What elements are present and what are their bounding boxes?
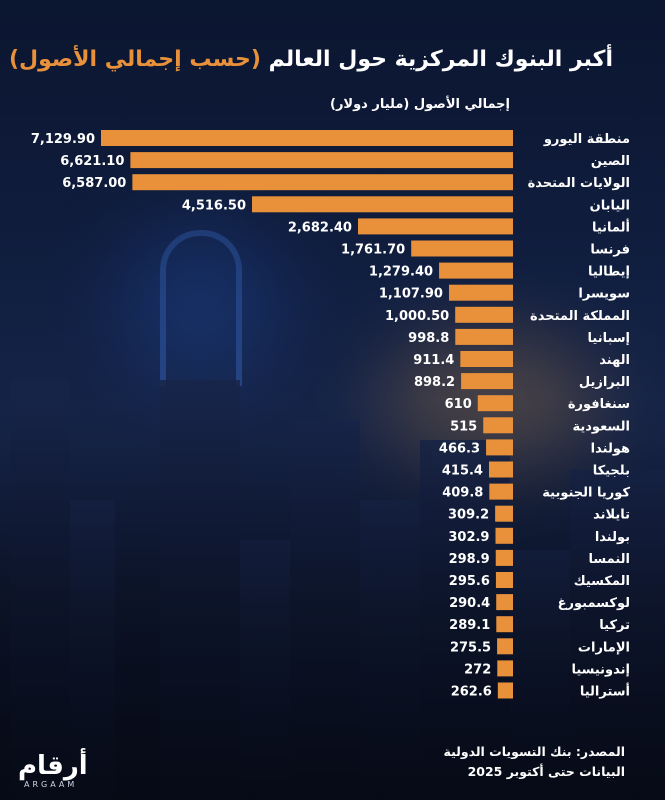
- value-label: 898.2: [414, 375, 455, 390]
- bar: [495, 549, 513, 566]
- category-label: منطقة اليورو: [543, 132, 630, 147]
- category-label: إسبانيا: [588, 331, 631, 346]
- bar: [461, 373, 513, 390]
- category-label: سويسرا: [578, 287, 630, 302]
- value-label: 466.3: [439, 441, 480, 456]
- value-label: 4,516.50: [182, 198, 246, 213]
- value-label: 272: [464, 662, 491, 677]
- title-accent: (حسب إجمالي الأصول): [8, 47, 261, 72]
- value-label: 610: [445, 397, 472, 412]
- category-label: تركيا: [599, 618, 630, 633]
- value-label: 1,000.50: [385, 309, 449, 324]
- bar: [495, 572, 513, 588]
- value-label: 289.1: [449, 618, 490, 633]
- bar: [448, 284, 513, 301]
- bar: [495, 527, 513, 544]
- bar: [488, 461, 513, 478]
- category-label: السعودية: [573, 419, 631, 434]
- bar: [132, 174, 513, 191]
- category-label: إندونيسيا: [571, 662, 630, 677]
- source-note: المصدر: بنك التسويات الدولية البيانات حت…: [443, 742, 625, 782]
- value-label: 298.9: [449, 552, 490, 567]
- category-label: الإمارات: [578, 640, 630, 655]
- value-label: 275.5: [450, 640, 491, 655]
- value-label: 415.4: [442, 464, 483, 479]
- bar: [357, 218, 513, 235]
- category-label: ألمانيا: [592, 218, 630, 235]
- logo-arabic: أرقام: [18, 751, 88, 781]
- value-label: 409.8: [442, 486, 483, 501]
- value-label: 302.9: [448, 530, 489, 545]
- category-label: المملكة المتحدة: [530, 309, 630, 324]
- value-label: 262.6: [451, 685, 492, 700]
- value-label: 309.2: [448, 508, 489, 523]
- value-label: 290.4: [449, 596, 490, 611]
- bar: [497, 660, 513, 677]
- bar: [252, 196, 514, 213]
- category-label: إيطاليا: [588, 265, 630, 280]
- bar: [483, 417, 513, 434]
- value-label: 911.4: [413, 353, 454, 368]
- category-label: الصين: [591, 154, 630, 169]
- argaam-logo: أرقام ARGAAM: [18, 752, 88, 789]
- category-label: الهند: [599, 353, 630, 368]
- category-label: البرازيل: [579, 375, 630, 390]
- category-label: بلجيكا: [593, 464, 630, 479]
- category-label: فرنسا: [590, 243, 630, 258]
- category-label: أستراليا: [580, 683, 630, 700]
- category-label: هولندا: [591, 441, 630, 456]
- category-label: اليابان: [590, 198, 630, 213]
- bar: [497, 682, 513, 699]
- value-label: 2,682.40: [288, 220, 352, 235]
- data-date-line: البيانات حتى أكتوبر 2025: [467, 764, 625, 779]
- bar: [411, 240, 513, 257]
- title-main: أكبر البنوك المركزية حول العالم: [268, 47, 613, 72]
- category-label: تايلاند: [593, 508, 630, 523]
- value-label: 1,107.90: [379, 287, 443, 302]
- bar: [455, 328, 513, 345]
- value-label: 1,279.40: [369, 265, 433, 280]
- value-label: 998.8: [408, 331, 449, 346]
- bar: [101, 130, 513, 146]
- bar: [489, 483, 513, 500]
- value-label: 515: [450, 419, 477, 434]
- bar: [486, 439, 513, 456]
- value-label: 6,621.10: [60, 154, 124, 169]
- bar: [455, 306, 513, 323]
- source-line: المصدر: بنك التسويات الدولية: [443, 744, 625, 759]
- bar: [496, 616, 513, 633]
- bar: [439, 262, 513, 279]
- bar: [130, 152, 513, 169]
- category-label: سنغافورة: [568, 397, 630, 412]
- category-label: لوكسمبورغ: [558, 596, 630, 611]
- category-label: النمسا: [589, 552, 630, 567]
- bar: [496, 594, 513, 611]
- bar: [495, 505, 513, 522]
- bar: [477, 395, 513, 412]
- bar: [497, 638, 513, 655]
- value-label: 7,129.90: [31, 132, 95, 147]
- chart-title: أكبر البنوك المركزية حول العالم (حسب إجم…: [9, 40, 613, 80]
- logo-latin: ARGAAM: [24, 780, 78, 789]
- value-label: 6,587.00: [62, 176, 126, 191]
- category-label: الولايات المتحدة: [528, 176, 630, 191]
- value-label: 1,761.70: [341, 243, 405, 258]
- category-label: كوريا الجنوبية: [542, 486, 630, 501]
- category-label: المكسيك: [574, 574, 630, 589]
- axis-unit-label: إجمالي الأصول (مليار دولار): [330, 97, 510, 112]
- category-label: بولندا: [595, 530, 630, 545]
- value-label: 295.6: [449, 574, 490, 589]
- bar: [460, 351, 513, 367]
